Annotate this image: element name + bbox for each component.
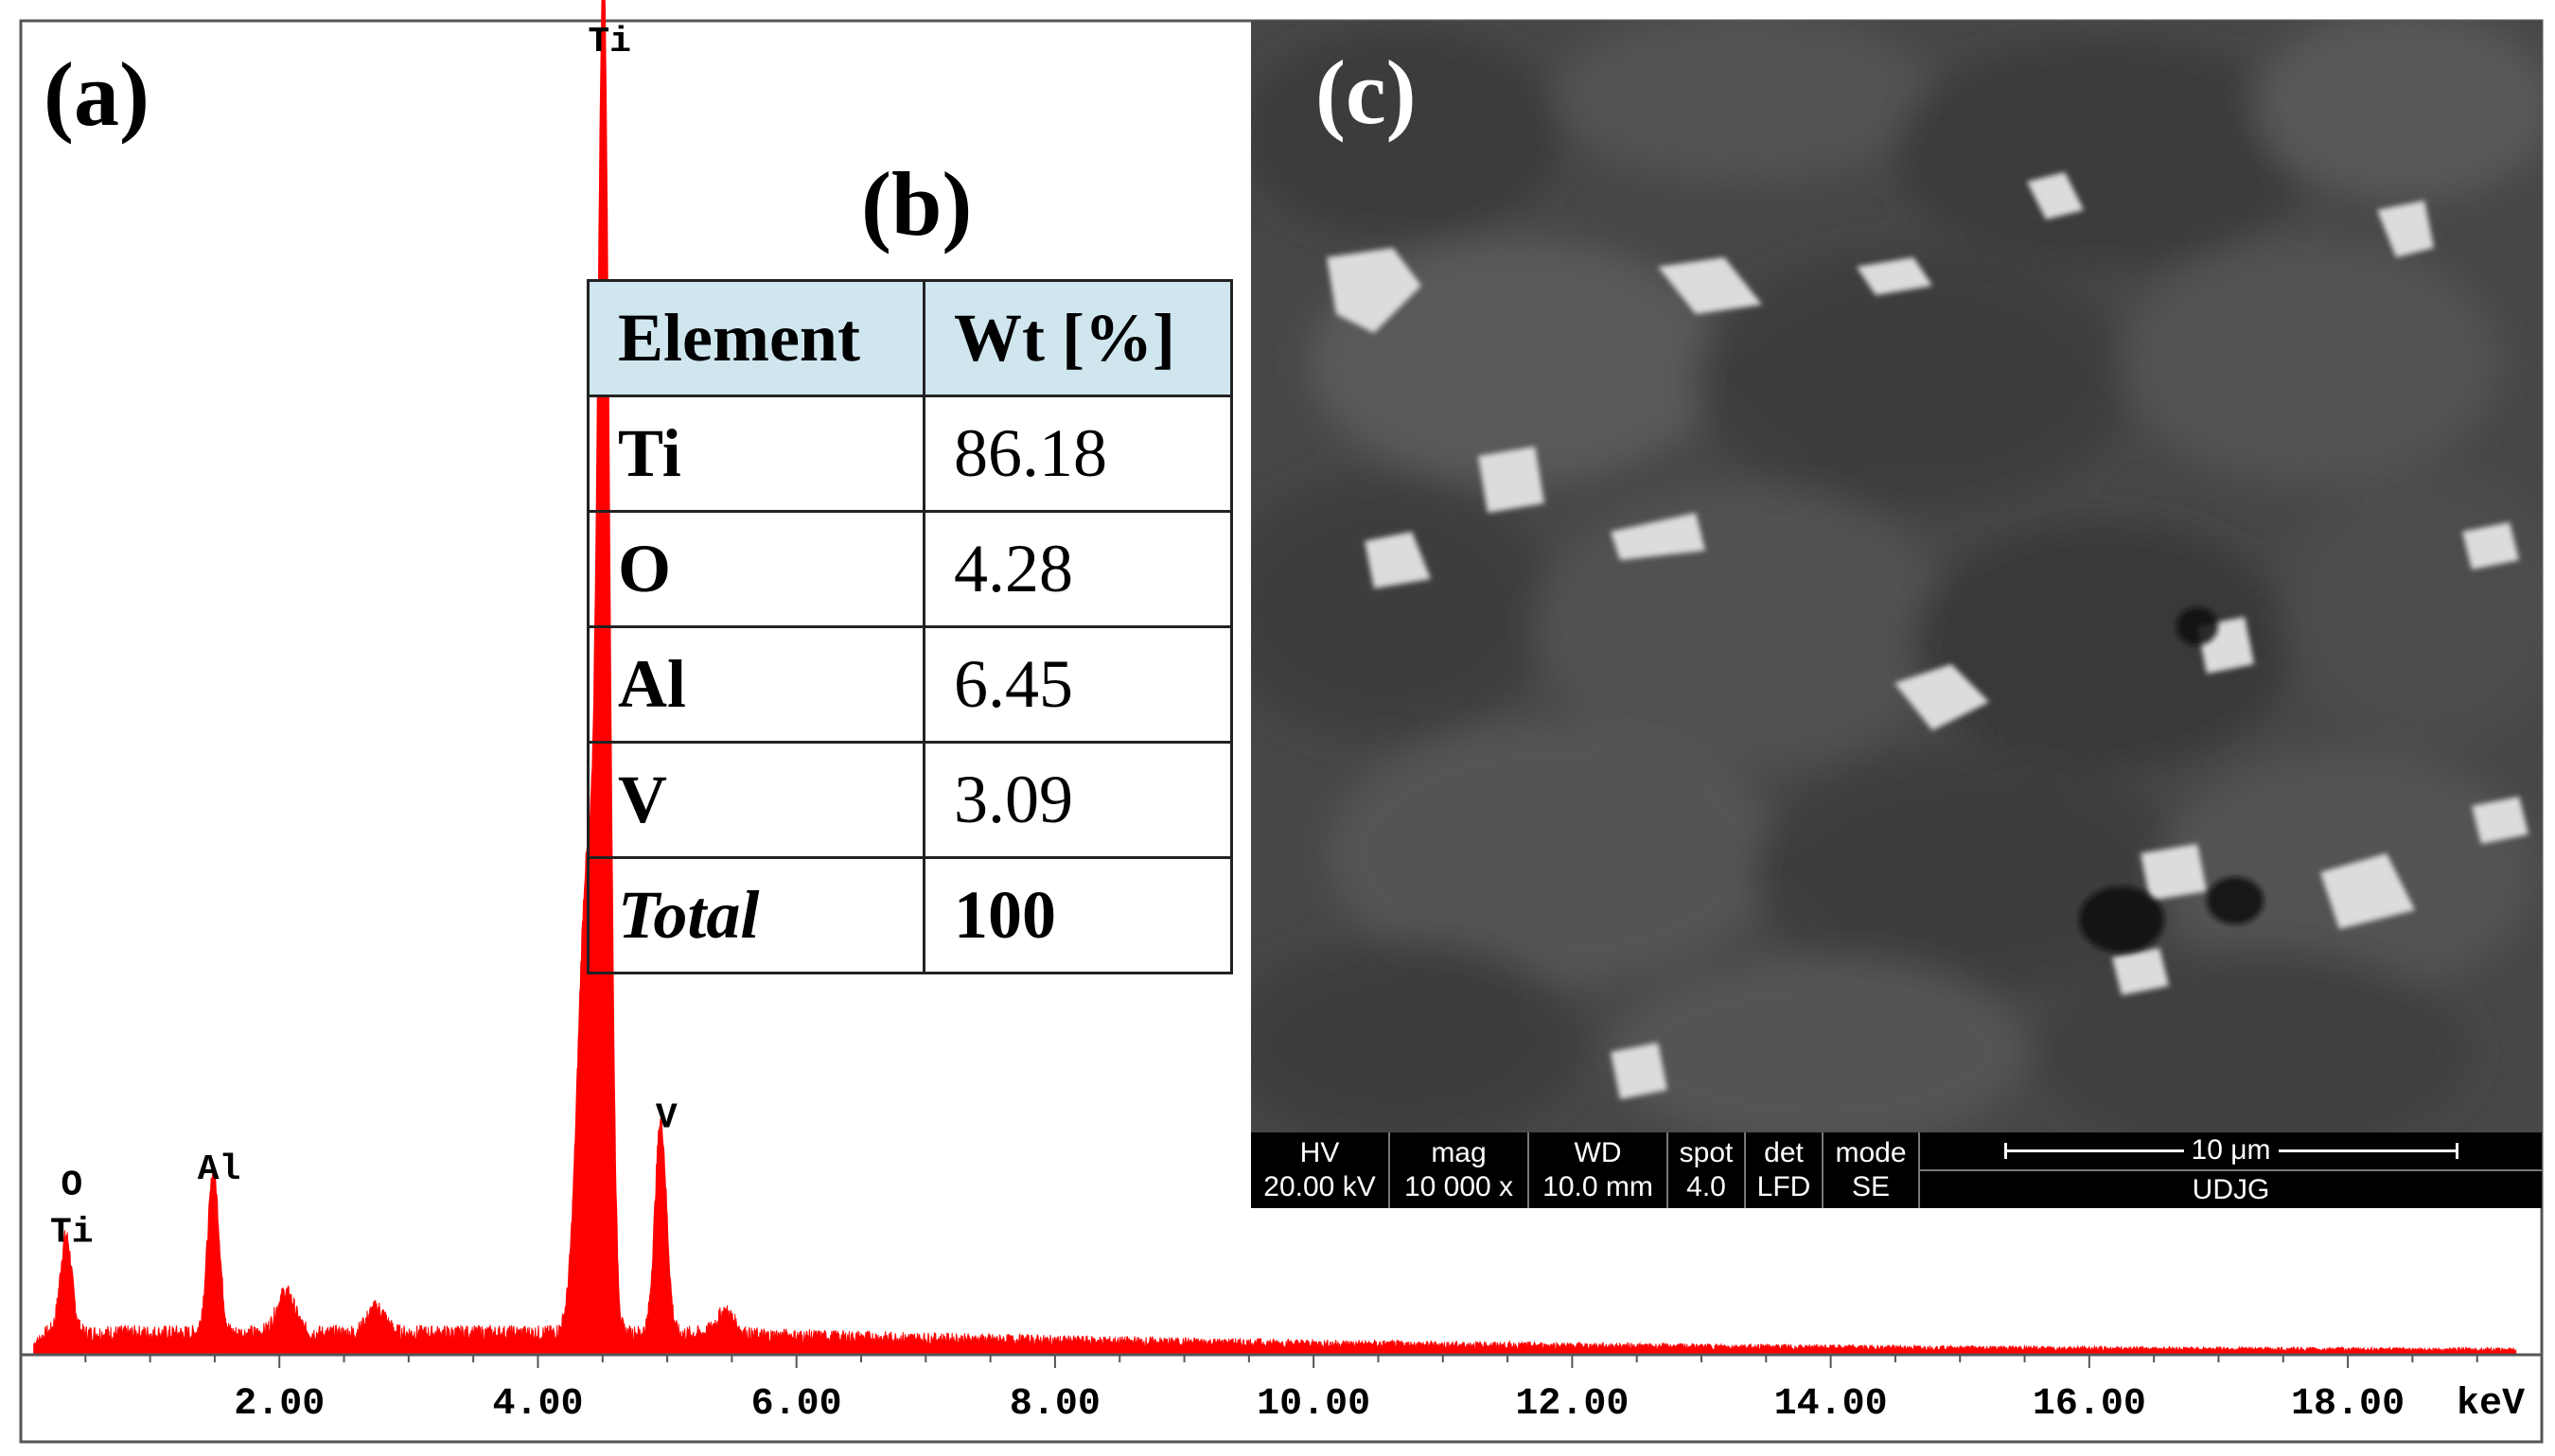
databar-mode-value: SE — [1851, 1171, 1891, 1202]
x-tick-label: 18.00 — [2291, 1383, 2405, 1426]
cell-element: Al — [587, 625, 925, 744]
x-tick-label: 10.00 — [1257, 1383, 1370, 1426]
panel-label-c: (c) — [1315, 42, 1417, 143]
x-tick-label: 6.00 — [751, 1383, 842, 1426]
peak-labels: O Ti Al Ti V — [50, 22, 678, 1253]
x-tick-label: 16.00 — [2033, 1383, 2146, 1426]
x-tick-label: 14.00 — [1774, 1383, 1888, 1426]
scale-bar-left — [2003, 1142, 2184, 1159]
databar-lab-label: UDJG — [2192, 1174, 2270, 1205]
cell-element: O — [587, 510, 925, 628]
sem-databar: HV 20.00 kV mag 10 000 x WD 10.0 mm spot… — [1251, 1132, 2542, 1208]
databar-mag-label: mag — [1431, 1137, 1487, 1168]
x-tick-label: 12.00 — [1515, 1383, 1629, 1426]
table-row: O 4.28 — [587, 510, 1233, 628]
databar-mag: mag 10 000 x — [1390, 1132, 1529, 1208]
table-row: Al 6.45 — [587, 625, 1233, 744]
cell-element: V — [587, 741, 925, 859]
databar-det-label: det — [1764, 1137, 1804, 1168]
cell-wt: 4.28 — [923, 510, 1233, 628]
cell-total-value: 100 — [923, 856, 1233, 974]
cell-wt: 3.09 — [923, 741, 1233, 859]
databar-spot-value: 4.0 — [1686, 1171, 1726, 1202]
panel-label-c-wrapper: (c) — [1315, 42, 1417, 143]
databar-hv-value: 20.00 kV — [1263, 1171, 1376, 1202]
panel-label-a: (a) — [44, 44, 150, 145]
sem-image — [1251, 21, 2542, 1208]
peak-label: Ti — [50, 1212, 94, 1253]
composition-table: Element Wt [%] Ti 86.18 O 4.28 Al 6.45 V… — [587, 279, 1233, 974]
cell-wt: 6.45 — [923, 625, 1233, 744]
databar-scale: 10 μm UDJG — [1920, 1132, 2542, 1208]
databar-det: det LFD — [1746, 1132, 1824, 1208]
peak-label: V — [656, 1097, 678, 1138]
x-tick-label: 8.00 — [1010, 1383, 1101, 1426]
table-row: Ti 86.18 — [587, 395, 1233, 513]
x-tick-label: 2.00 — [234, 1383, 325, 1426]
header-element: Element — [587, 279, 925, 397]
table-row-total: Total 100 — [587, 856, 1233, 974]
x-axis-unit: keV — [2457, 1383, 2525, 1426]
databar-mode-label: mode — [1835, 1137, 1907, 1168]
cell-total-label: Total — [587, 856, 925, 974]
panel-label-b: (b) — [861, 153, 972, 254]
x-tick-label: 4.00 — [492, 1383, 583, 1426]
databar-det-value: LFD — [1756, 1171, 1811, 1202]
cell-wt: 86.18 — [923, 395, 1233, 513]
databar-wd-label: WD — [1574, 1137, 1622, 1168]
eds-spectrum — [33, 0, 2517, 1356]
databar-mag-value: 10 000 x — [1403, 1171, 1514, 1202]
databar-spot: spot 4.0 — [1668, 1132, 1746, 1208]
cell-element: Ti — [587, 395, 925, 513]
scale-bar-right — [2278, 1142, 2458, 1159]
scale-bar-label: 10 μm — [2191, 1134, 2271, 1166]
table-header-row: Element Wt [%] — [587, 279, 1233, 397]
peak-label: O — [61, 1165, 82, 1205]
peak-label: Ti — [588, 22, 631, 62]
databar-mode: mode SE — [1824, 1132, 1920, 1208]
sem-micrograph: (c) HV 20.00 kV mag 10 000 x WD 10.0 mm … — [1251, 21, 2542, 1208]
scale-bar: 10 μm — [2003, 1133, 2458, 1167]
table-row: V 3.09 — [587, 741, 1233, 859]
databar-divider — [1920, 1169, 2542, 1171]
peak-label: Al — [198, 1149, 241, 1190]
header-wt: Wt [%] — [923, 279, 1233, 397]
databar-hv: HV 20.00 kV — [1251, 1132, 1390, 1208]
databar-wd: WD 10.0 mm — [1529, 1132, 1668, 1208]
x-axis: 2.00 4.00 6.00 8.00 10.00 12.00 14.00 16.00 18.0… — [21, 1353, 2542, 1426]
databar-hv-label: HV — [1299, 1137, 1340, 1168]
databar-spot-label: spot — [1679, 1137, 1734, 1168]
spectrum-trace — [33, 0, 2517, 1356]
databar-wd-value: 10.0 mm — [1542, 1171, 1653, 1202]
